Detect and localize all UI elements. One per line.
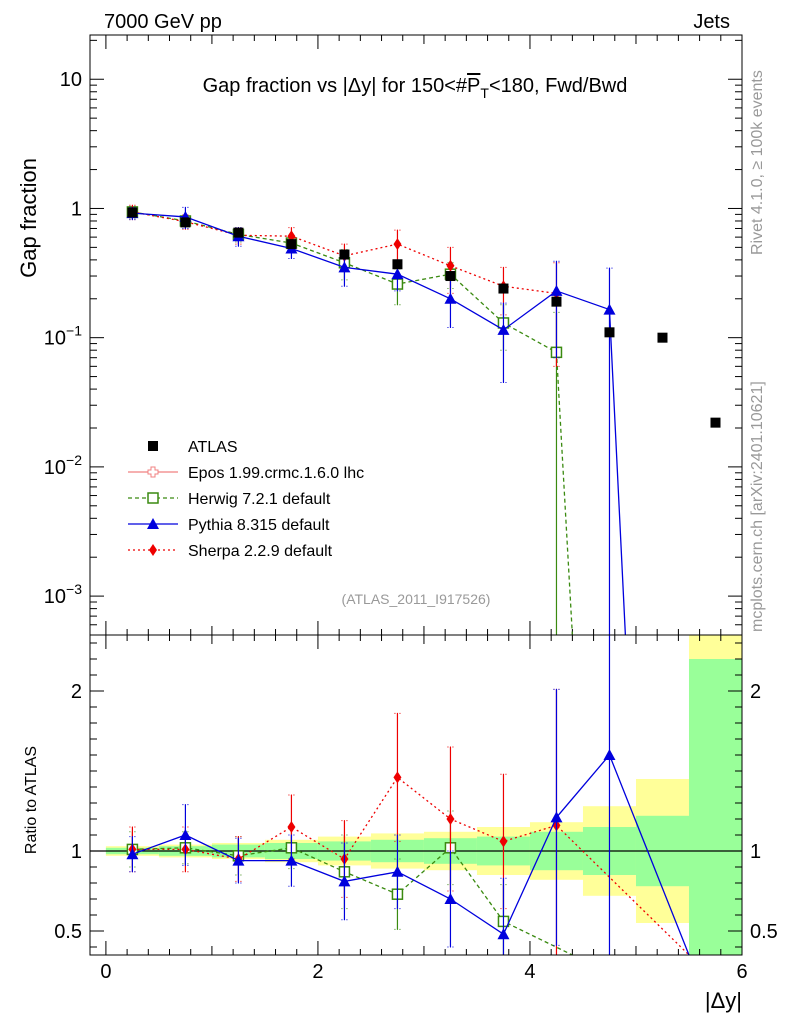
header-left: 7000 GeV pp [104, 11, 222, 33]
ratio-band-inner [688, 659, 742, 955]
x-tick-label: 4 [524, 961, 535, 983]
legend-epos-label: Epos 1.99.crmc.1.6.0 lhc [188, 465, 364, 482]
main-atlas-point [233, 227, 244, 238]
header-right: Jets [693, 11, 730, 33]
x-tick-label: 6 [736, 961, 747, 983]
main-y-tick-label: 10−2 [44, 452, 82, 479]
ratio-pythia-point [444, 893, 457, 904]
ratio-sherpa-point [393, 771, 402, 784]
legend-atlas-marker [148, 441, 158, 451]
legend-epos-marker [147, 466, 159, 478]
ratio-y-tick-label: 1 [71, 841, 82, 863]
mcplots-credit: mcplots.cern.ch [arXiv:2401.10621] [749, 381, 766, 632]
main-atlas-point [604, 327, 615, 338]
legend: ATLAS Epos 1.99.crmc.1.6.0 lhc Herwig 7.2.… [128, 439, 364, 560]
ratio-pythia-point [179, 829, 192, 840]
ratio-panel: 0.5 0.5 1 1 2 2 0 2 4 6 [54, 634, 778, 983]
ratio-pythia-point [338, 875, 351, 887]
main-pythia-point [444, 292, 457, 304]
ratio-pythia-point [391, 865, 404, 877]
rivet-version: Rivet 4.1.0, ≥ 100k events [749, 70, 766, 255]
main-herwig-line [132, 211, 574, 636]
main-y-label: Gap fraction [16, 158, 41, 278]
x-tick-label: 0 [100, 961, 111, 983]
main-pythia-point [338, 261, 351, 273]
main-y-tick-label: 10 [60, 69, 82, 91]
ratio-sherpa-point [446, 813, 455, 825]
main-y-tick-label: 10−1 [44, 323, 82, 350]
main-atlas-point [710, 417, 721, 428]
legend-pythia-marker [147, 518, 159, 529]
ratio-y-tick-label-right: 2 [750, 681, 761, 703]
x-axis-label: |Δy| [705, 988, 742, 1013]
ratio-pythia-point [232, 854, 245, 866]
ratio-pythia-point [126, 848, 139, 860]
main-pythia-point [603, 303, 616, 315]
ratio-y-tick-label: 0.5 [54, 921, 82, 943]
legend-sherpa-label: Sherpa 2.2.9 default [188, 543, 333, 560]
analysis-reference: (ATLAS_2011_I917526) [342, 591, 491, 607]
main-y-tick-label: 10−3 [44, 581, 82, 608]
ratio-sherpa-line [132, 776, 690, 956]
ratio-plot-area: 0.5 0.5 1 1 2 2 0 2 4 6 [54, 634, 778, 983]
main-atlas-point [657, 332, 668, 343]
main-atlas-point [551, 296, 562, 307]
x-tick-label: 2 [312, 961, 323, 983]
ratio-y-tick-label: 2 [71, 681, 82, 703]
main-atlas-point [445, 271, 456, 282]
uncertainty-bands [105, 635, 742, 955]
main-pythia-point [550, 284, 563, 296]
legend-sherpa-marker [149, 544, 157, 556]
main-y-tick-label: 1 [71, 198, 82, 220]
ratio-pythia-point [285, 854, 298, 866]
main-pythia-point [497, 323, 510, 335]
legend-atlas-label: ATLAS [188, 439, 238, 456]
main-sherpa-point [446, 259, 455, 272]
main-atlas-point [127, 207, 138, 218]
main-atlas-point [498, 283, 509, 294]
main-sherpa-point [393, 238, 402, 251]
main-atlas-point [339, 249, 350, 260]
ratio-y-tick-label-right: 0.5 [750, 921, 778, 943]
main-atlas-point [286, 239, 297, 250]
legend-herwig-marker [147, 492, 159, 504]
ratio-y-label: Ratio to ATLAS [23, 746, 40, 854]
legend-herwig-label: Herwig 7.2.1 default [188, 491, 331, 508]
main-plot-area: 10 1 10−1 10−2 10−3 [44, 35, 743, 636]
ratio-sherpa-point [287, 821, 296, 833]
plot-title: Gap fraction vs |Δy| for 150<#PT<180, Fw… [203, 75, 628, 101]
ratio-pythia-point [603, 749, 616, 760]
legend-pythia-label: Pythia 8.315 default [188, 517, 330, 534]
main-panel: 10 1 10−1 10−2 10−3 [44, 34, 743, 636]
ratio-pythia-point [550, 811, 563, 823]
main-atlas-point [180, 217, 191, 228]
ratio-sherpa-point [499, 835, 508, 848]
main-atlas-point [392, 259, 403, 270]
main-pythia-point [391, 268, 404, 280]
ratio-frame [89, 634, 743, 956]
ratio-pythia-point [497, 928, 510, 940]
ratio-y-tick-label-right: 1 [750, 841, 761, 863]
